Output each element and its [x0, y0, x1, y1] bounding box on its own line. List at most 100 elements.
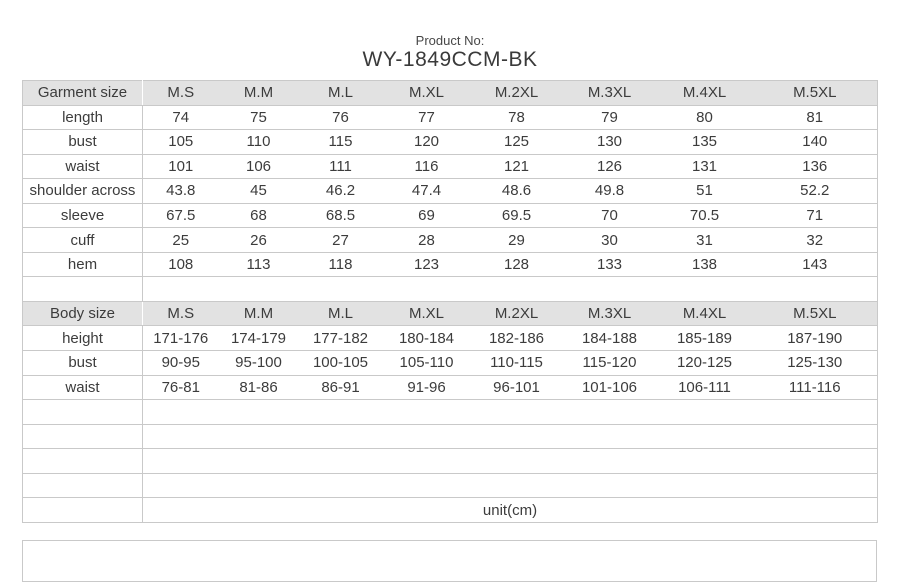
- section-header-label: Garment size: [22, 80, 143, 106]
- cell-value: 120: [382, 129, 471, 155]
- title-block: Product No: WY-1849CCM-BK: [0, 33, 900, 71]
- cell-value: 78: [470, 105, 563, 131]
- row-label: waist: [22, 375, 143, 401]
- unit-note: unit(cm): [142, 497, 878, 523]
- row-label: hem: [22, 252, 143, 278]
- cell-value: 79: [562, 105, 657, 131]
- cell-value: 76: [298, 105, 383, 131]
- cell-value: 51: [656, 178, 753, 204]
- row-label: shoulder across: [22, 178, 143, 204]
- cell-value: 130: [562, 129, 657, 155]
- cell-value: 184-188: [562, 325, 657, 352]
- cell-value: 106: [218, 154, 299, 180]
- empty-row: [22, 399, 878, 425]
- column-header: M.4XL: [656, 301, 753, 327]
- product-no-label: Product No:: [415, 33, 485, 48]
- section-header-label: Body size: [22, 301, 143, 327]
- cell-value: 67.5: [142, 203, 219, 229]
- size-chart-body: Garment size M.S M.M M.L M.XL M.2XL M.3XL M.4XL…: [22, 80, 878, 523]
- column-header: M.2XL: [470, 80, 563, 106]
- cell-value: 32: [752, 227, 878, 253]
- cell-value: 116: [382, 154, 471, 180]
- cell-value: 81-86: [218, 375, 299, 401]
- cell-value: 120-125: [656, 350, 753, 376]
- empty-data-cell: [142, 424, 878, 450]
- cell-value: 108: [142, 252, 219, 278]
- cell-value: 70.5: [656, 203, 753, 229]
- empty-label-cell: [22, 276, 143, 302]
- cell-value: 31: [656, 227, 753, 253]
- empty-row: [22, 448, 878, 474]
- cell-value: 43.8: [142, 178, 219, 204]
- cell-value: 185-189: [656, 325, 753, 352]
- cell-value: 138: [656, 252, 753, 278]
- column-header: M.3XL: [562, 301, 657, 327]
- column-header: M.M: [218, 301, 299, 327]
- empty-data-cell: [142, 448, 878, 474]
- cell-value: 180-184: [382, 325, 471, 352]
- cell-value: 30: [562, 227, 657, 253]
- cell-value: 46.2: [298, 178, 383, 204]
- cell-value: 182-186: [470, 325, 563, 352]
- table-header-row: Garment size M.S M.M M.L M.XL M.2XL M.3XL M.4XL…: [22, 80, 878, 106]
- empty-label-cell: [22, 448, 143, 474]
- product-no-value: WY-1849CCM-BK: [362, 48, 538, 71]
- cell-value: 75: [218, 105, 299, 131]
- empty-label-cell: [22, 399, 143, 425]
- cell-value: 105: [142, 129, 219, 155]
- cell-value: 113: [218, 252, 299, 278]
- empty-row: [22, 424, 878, 450]
- cell-value: 27: [298, 227, 383, 253]
- cell-value: 187-190: [752, 325, 878, 352]
- row-label: cuff: [22, 227, 143, 253]
- cell-value: 28: [382, 227, 471, 253]
- empty-data-cell: [142, 276, 878, 302]
- column-header: M.XL: [382, 80, 471, 106]
- row-label: sleeve: [22, 203, 143, 229]
- cell-value: 68.5: [298, 203, 383, 229]
- table-row: bust 105 110 115 120 125 130 135 140: [22, 129, 878, 155]
- table-row: length 74 75 76 77 78 79 80 81: [22, 105, 878, 131]
- cell-value: 49.8: [562, 178, 657, 204]
- cell-value: 125-130: [752, 350, 878, 376]
- row-label: bust: [22, 129, 143, 155]
- row-label: bust: [22, 350, 143, 376]
- table-row: height 171-176 174-179 177-182 180-184 182-18…: [22, 325, 878, 352]
- table-row: waist 101 106 111 116 121 126 131 136: [22, 154, 878, 180]
- column-header: M.S: [142, 301, 219, 327]
- empty-data-cell: [142, 399, 878, 425]
- cell-value: 110-115: [470, 350, 563, 376]
- cell-value: 174-179: [218, 325, 299, 352]
- cell-value: 52.2: [752, 178, 878, 204]
- cell-value: 74: [142, 105, 219, 131]
- cell-value: 29: [470, 227, 563, 253]
- cell-value: 100-105: [298, 350, 383, 376]
- cell-value: 70: [562, 203, 657, 229]
- cell-value: 118: [298, 252, 383, 278]
- cell-value: 80: [656, 105, 753, 131]
- cell-value: 86-91: [298, 375, 383, 401]
- row-label: waist: [22, 154, 143, 180]
- table-row: hem 108 113 118 123 128 133 138 143: [22, 252, 878, 278]
- row-label: length: [22, 105, 143, 131]
- cell-value: 101-106: [562, 375, 657, 401]
- column-header: M.2XL: [470, 301, 563, 327]
- column-header: M.5XL: [752, 301, 878, 327]
- column-header: M.3XL: [562, 80, 657, 106]
- empty-row: [22, 276, 878, 302]
- cell-value: 96-101: [470, 375, 563, 401]
- cell-value: 81: [752, 105, 878, 131]
- cell-value: 111: [298, 154, 383, 180]
- empty-label-cell: [22, 473, 143, 499]
- column-header: M.4XL: [656, 80, 753, 106]
- cell-value: 131: [656, 154, 753, 180]
- cell-value: 26: [218, 227, 299, 253]
- cell-value: 77: [382, 105, 471, 131]
- cell-value: 121: [470, 154, 563, 180]
- cell-value: 128: [470, 252, 563, 278]
- empty-label-cell: [22, 497, 143, 523]
- cell-value: 110: [218, 129, 299, 155]
- cell-value: 101: [142, 154, 219, 180]
- cell-value: 133: [562, 252, 657, 278]
- cell-value: 126: [562, 154, 657, 180]
